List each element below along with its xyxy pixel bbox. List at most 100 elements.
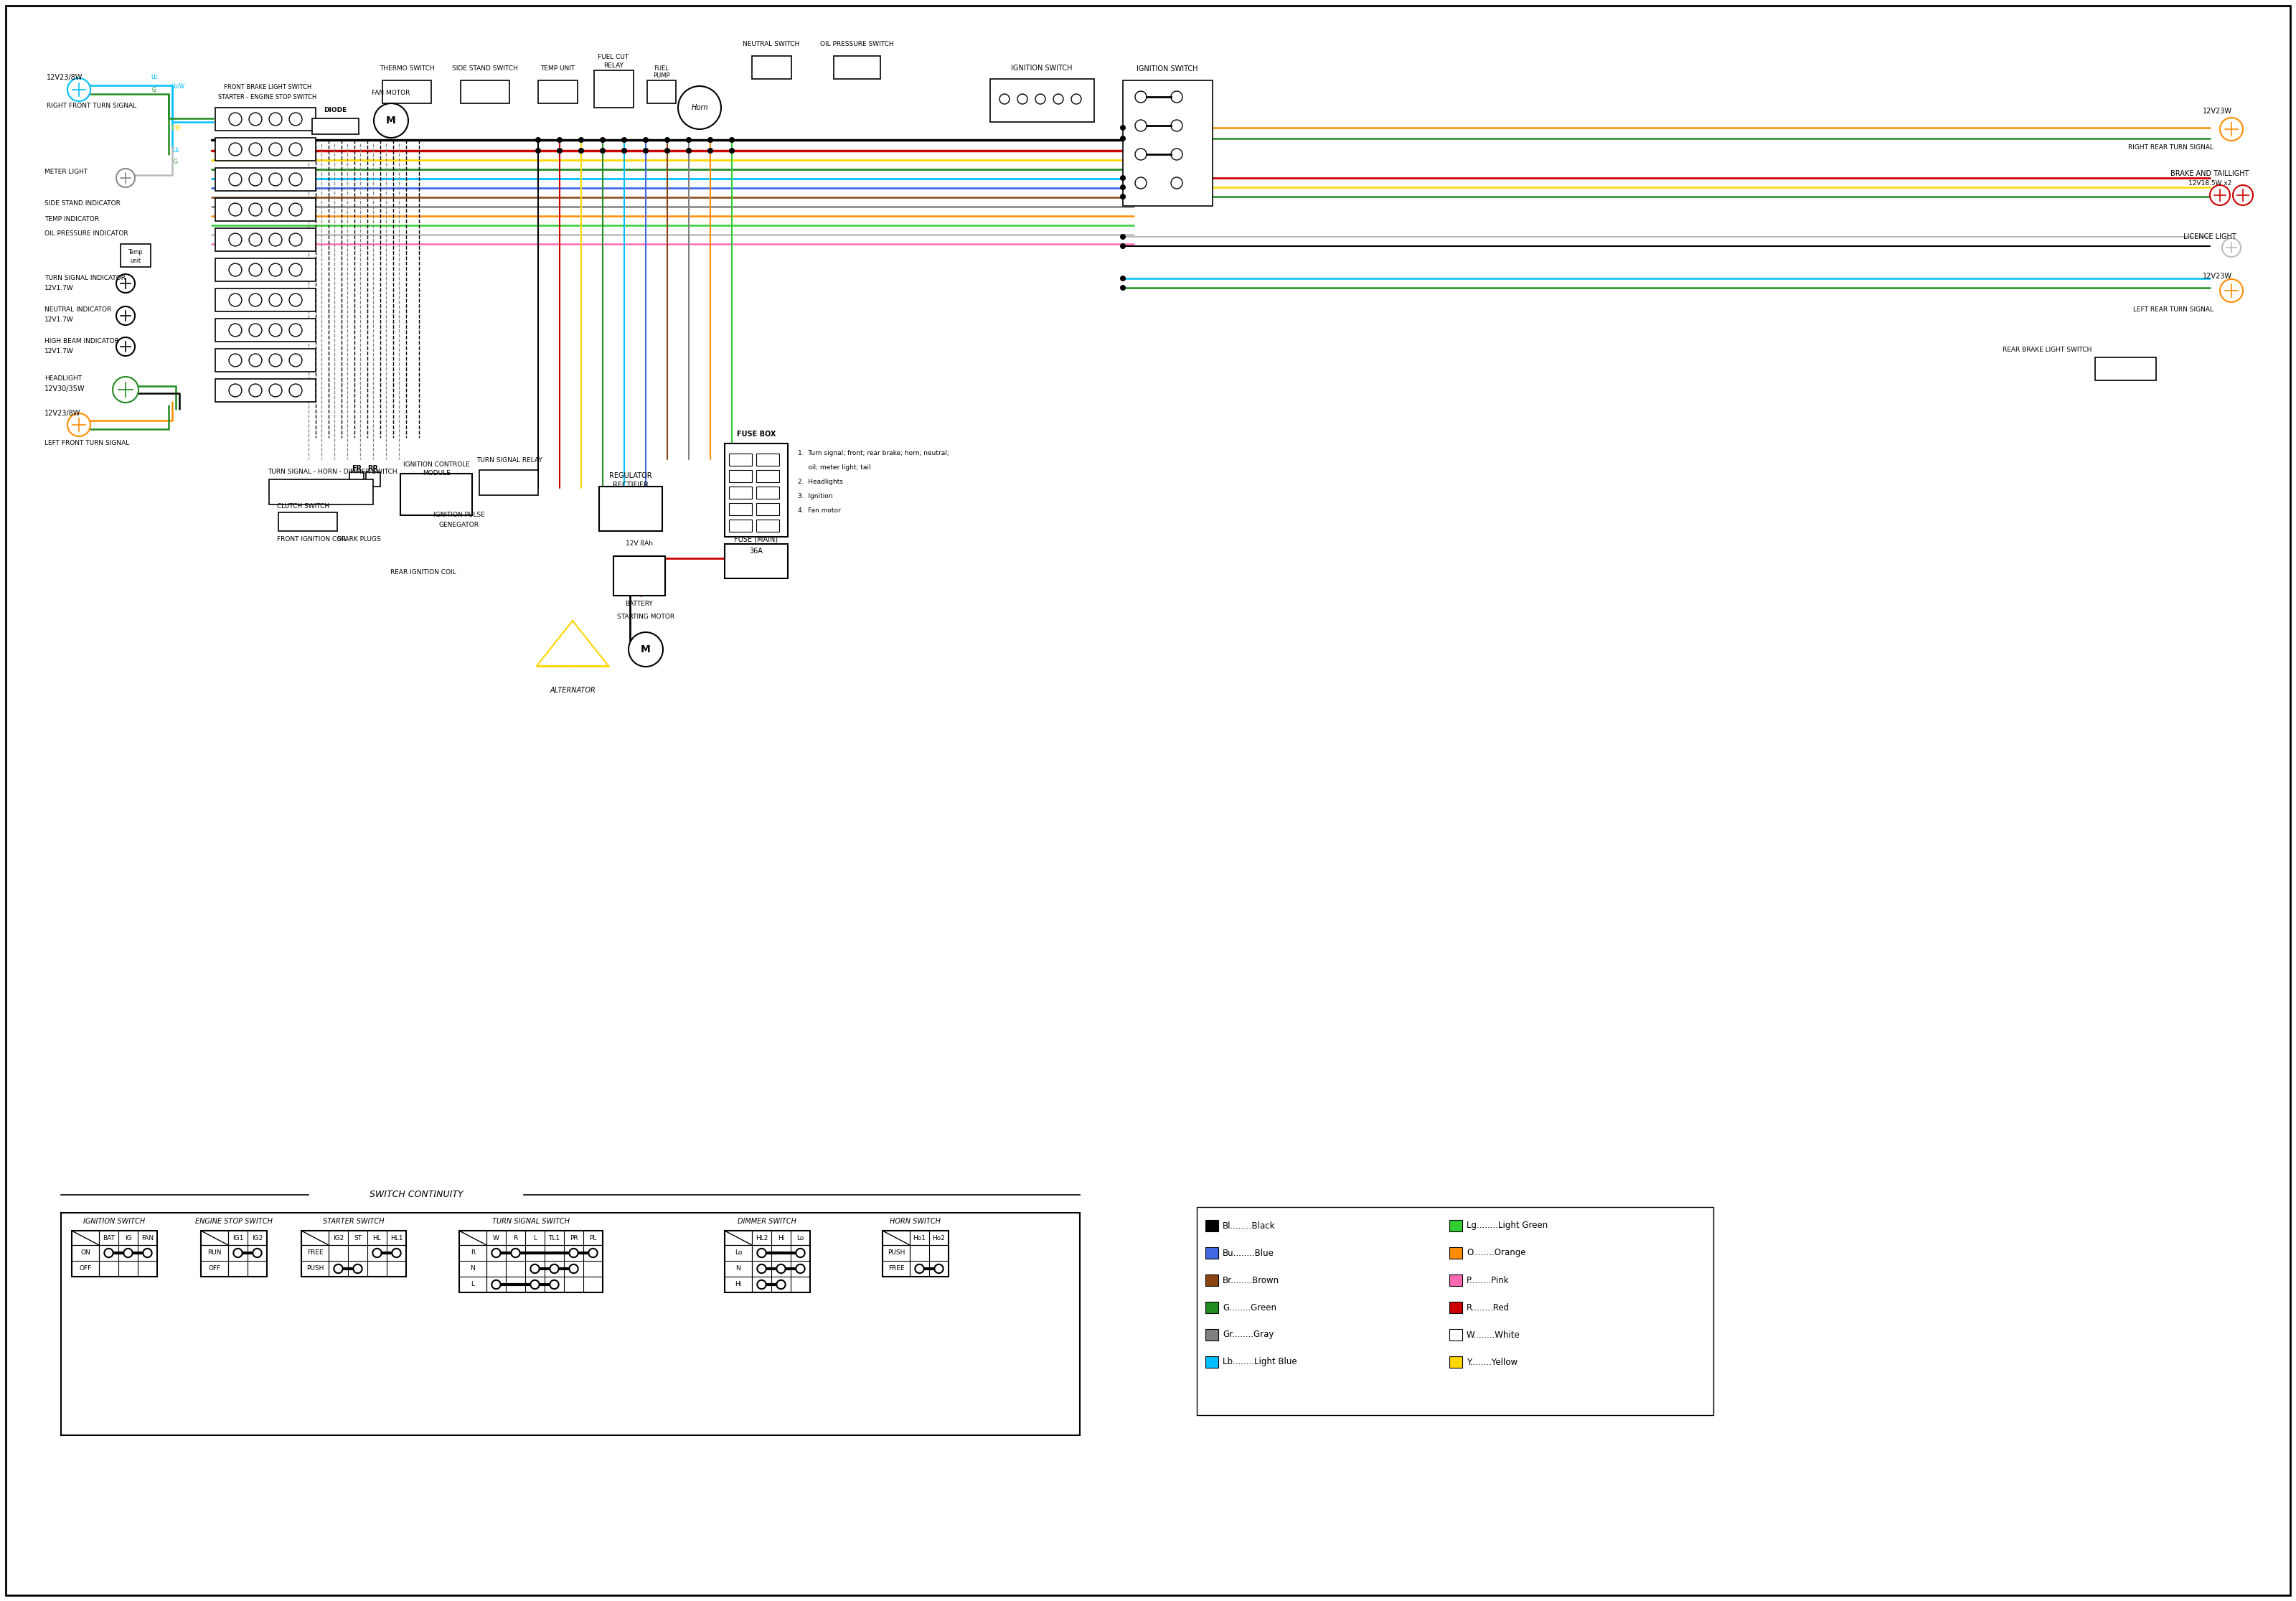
Circle shape	[776, 1265, 785, 1273]
Circle shape	[230, 264, 241, 277]
Bar	[349, 472, 363, 487]
Bar	[216, 229, 317, 251]
Circle shape	[535, 138, 542, 142]
Text: FRONT BRAKE LIGHT SWITCH: FRONT BRAKE LIGHT SWITCH	[223, 85, 312, 91]
Circle shape	[269, 323, 282, 336]
Text: STARTING MOTOR: STARTING MOTOR	[618, 613, 675, 620]
Text: IGNITION CONTROLE: IGNITION CONTROLE	[402, 461, 471, 467]
Text: 2.  Headlights: 2. Headlights	[799, 479, 843, 485]
Circle shape	[643, 138, 650, 142]
Text: HL2: HL2	[755, 1234, 767, 1241]
Text: 12V23/8W: 12V23/8W	[44, 410, 80, 416]
Text: IG2: IG2	[253, 1234, 262, 1241]
Circle shape	[535, 147, 542, 154]
Circle shape	[1120, 275, 1125, 282]
Circle shape	[1134, 91, 1146, 102]
Text: BRAKE AND TAILLIGHT: BRAKE AND TAILLIGHT	[2170, 170, 2250, 178]
Text: NEUTRAL INDICATOR: NEUTRAL INDICATOR	[44, 307, 113, 314]
Bar	[202, 1231, 266, 1276]
Bar	[301, 1231, 406, 1276]
Text: FUEL: FUEL	[654, 66, 668, 72]
Bar	[1123, 80, 1212, 207]
Circle shape	[289, 264, 303, 277]
Circle shape	[2220, 279, 2243, 303]
Circle shape	[269, 234, 282, 247]
Circle shape	[289, 203, 303, 216]
Text: TURN SIGNAL - HORN - DIMMER SWITCH: TURN SIGNAL - HORN - DIMMER SWITCH	[269, 467, 397, 475]
Circle shape	[2232, 186, 2252, 205]
Text: W: W	[494, 1234, 498, 1241]
Circle shape	[289, 112, 303, 125]
Circle shape	[230, 112, 241, 125]
Circle shape	[248, 384, 262, 397]
Circle shape	[677, 86, 721, 130]
Circle shape	[707, 138, 714, 142]
Text: PR: PR	[569, 1234, 579, 1241]
Circle shape	[248, 323, 262, 336]
Circle shape	[248, 203, 262, 216]
Text: 1.  Turn signal; front; rear brake; horn; neutral;: 1. Turn signal; front; rear brake; horn;…	[799, 450, 948, 456]
Text: RIGHT FRONT TURN SIGNAL: RIGHT FRONT TURN SIGNAL	[46, 102, 135, 109]
Circle shape	[269, 384, 282, 397]
Circle shape	[2223, 239, 2241, 256]
Text: IG: IG	[124, 1234, 131, 1241]
Text: R: R	[471, 1250, 475, 1257]
Circle shape	[588, 1249, 597, 1257]
Circle shape	[758, 1249, 767, 1257]
Text: G: G	[174, 158, 177, 165]
Circle shape	[1134, 120, 1146, 131]
Text: Lb: Lb	[152, 74, 158, 80]
Circle shape	[230, 384, 241, 397]
Circle shape	[530, 1265, 540, 1273]
Text: SIDE STAND SWITCH: SIDE STAND SWITCH	[452, 66, 519, 72]
Bar	[62, 1214, 1079, 1434]
Text: TEMP UNIT: TEMP UNIT	[540, 66, 574, 72]
Circle shape	[354, 1265, 363, 1273]
Text: OFF: OFF	[209, 1265, 220, 1271]
Circle shape	[234, 1249, 243, 1257]
Circle shape	[707, 147, 714, 154]
Text: oil; meter light; tail: oil; meter light; tail	[799, 464, 870, 471]
Circle shape	[230, 142, 241, 155]
Text: Lo: Lo	[797, 1234, 804, 1241]
Circle shape	[269, 354, 282, 367]
Text: SWITCH CONTINUITY: SWITCH CONTINUITY	[370, 1190, 464, 1199]
Circle shape	[269, 264, 282, 277]
Circle shape	[1134, 149, 1146, 160]
Circle shape	[269, 173, 282, 186]
Bar	[730, 453, 753, 466]
Text: N: N	[471, 1265, 475, 1271]
Circle shape	[113, 376, 138, 402]
Bar	[1205, 1302, 1219, 1313]
Bar	[278, 512, 338, 532]
Text: Y/Bl: Y/Bl	[170, 125, 181, 131]
Circle shape	[643, 147, 650, 154]
Bar	[1205, 1274, 1219, 1286]
Bar	[216, 349, 317, 371]
Text: BATTERY: BATTERY	[625, 600, 652, 607]
Text: METER LIGHT: METER LIGHT	[44, 170, 87, 176]
Text: 12V1.7W: 12V1.7W	[44, 317, 73, 323]
Bar	[755, 520, 778, 532]
Text: SPARK PLUGS: SPARK PLUGS	[338, 536, 381, 543]
Circle shape	[1120, 194, 1125, 200]
Circle shape	[1120, 136, 1125, 141]
Text: 12V18.5W x2: 12V18.5W x2	[2188, 181, 2232, 187]
Circle shape	[289, 142, 303, 155]
Text: R: R	[514, 1234, 519, 1241]
Circle shape	[142, 1249, 152, 1257]
Circle shape	[230, 173, 241, 186]
Text: FUEL CUT: FUEL CUT	[597, 54, 629, 61]
Text: THERMO SWITCH: THERMO SWITCH	[379, 66, 434, 72]
Bar	[383, 80, 432, 104]
Bar	[1205, 1356, 1219, 1367]
Text: Horn: Horn	[691, 104, 707, 110]
Text: PUMP: PUMP	[652, 72, 670, 80]
Circle shape	[289, 354, 303, 367]
Text: TL1: TL1	[549, 1234, 560, 1241]
Text: FRONT IGNITION COIL: FRONT IGNITION COIL	[278, 536, 347, 543]
Text: unit: unit	[131, 258, 140, 264]
Circle shape	[230, 323, 241, 336]
Text: Ho1: Ho1	[914, 1234, 925, 1241]
Circle shape	[664, 147, 670, 154]
